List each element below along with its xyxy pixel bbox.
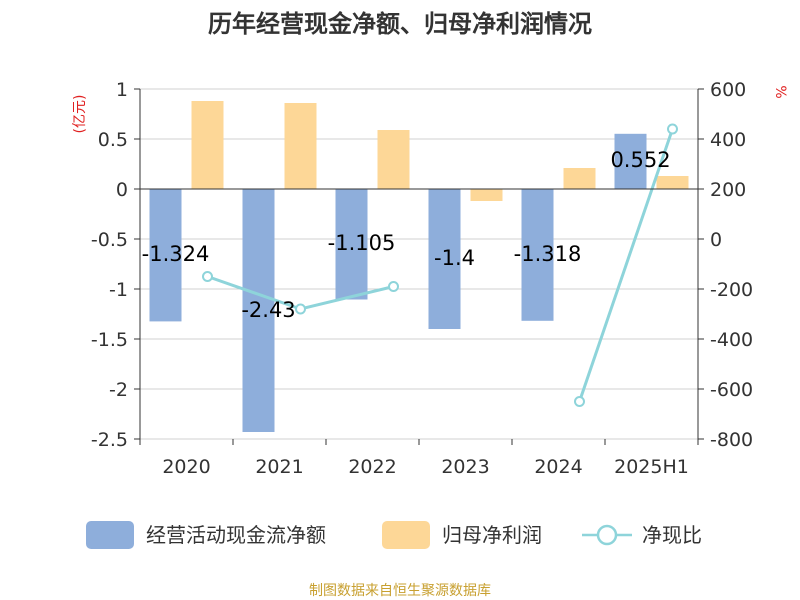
ratio-line — [202, 123, 678, 407]
left-tick-label: -1 — [109, 279, 128, 301]
ratio-line-segment — [578, 128, 674, 402]
profit-bar — [470, 189, 503, 201]
profit-bar — [377, 130, 410, 189]
right-axis-unit: % — [772, 85, 788, 98]
left-tick-label: 0 — [116, 179, 128, 201]
x-tick-label: 2024 — [534, 456, 582, 478]
profit-bar — [191, 101, 224, 189]
x-tick-label: 2023 — [441, 456, 489, 478]
left-tick-label: 0.5 — [98, 129, 128, 151]
source-note: 制图数据来自恒生聚源数据库 — [309, 583, 491, 599]
left-tick-label: -1.5 — [91, 329, 128, 351]
legend-swatch-cashflow — [86, 521, 134, 549]
legend-swatch-profit — [382, 521, 430, 549]
legend-label-ratio: 净现比 — [642, 523, 702, 547]
ratio-point — [295, 303, 306, 315]
right-tick-label: 0 — [710, 229, 722, 251]
x-tick-label: 2020 — [162, 456, 210, 478]
right-tick-label: -400 — [710, 329, 753, 351]
profit-bar — [284, 103, 317, 189]
legend-swatch-ratio-marker — [596, 524, 618, 546]
cashflow-data-label: -1.105 — [328, 231, 396, 255]
bars — [149, 101, 689, 432]
left-tick-label: -2.5 — [91, 429, 128, 451]
profit-bar — [563, 168, 596, 189]
cashflow-data-label: -1.318 — [514, 242, 582, 266]
x-tick-label: 2025H1 — [614, 456, 689, 478]
cashflow-bar — [149, 189, 182, 322]
right-tick-label: -600 — [710, 379, 753, 401]
left-tick-label: -2 — [109, 379, 128, 401]
right-tick-label: 200 — [710, 179, 746, 201]
ratio-point — [202, 271, 213, 282]
cashflow-bar — [614, 133, 647, 189]
cashflow-bar — [521, 189, 554, 321]
cashflow-data-label: 0.552 — [610, 148, 670, 172]
ratio-point — [388, 281, 399, 292]
cashflow-bar — [335, 189, 368, 300]
legend: 经营活动现金流净额 归母净利润 净现比 — [86, 521, 702, 549]
left-tick-label: 1 — [116, 79, 128, 101]
cashflow-data-label: -1.4 — [434, 246, 475, 270]
x-tick-label: 2021 — [255, 456, 303, 478]
cashflow-data-label: -2.43 — [241, 298, 295, 322]
profit-bar — [656, 176, 689, 189]
x-tick-label: 2022 — [348, 456, 396, 478]
right-tick-label: -800 — [710, 429, 753, 451]
legend-label-cashflow: 经营活动现金流净额 — [146, 523, 326, 547]
axes: 1 0.5 0 -0.5 -1 -1.5 -2 -2.5 600 400 200 0 -200 -400 -… — [91, 79, 753, 478]
right-tick-label: 400 — [710, 129, 746, 151]
ratio-point — [574, 396, 585, 407]
cashflow-bar — [242, 189, 275, 432]
left-axis-unit: (亿元) — [72, 95, 88, 134]
ratio-point — [667, 123, 678, 135]
data-labels: -1.324 -2.43 -1.105 -1.4 -1.318 0.552 — [142, 148, 671, 322]
gridlines — [140, 88, 698, 440]
cashflow-bar — [428, 189, 461, 329]
chart-title: 历年经营现金净额、归母净利润情况 — [208, 10, 592, 38]
cashflow-data-label: -1.324 — [142, 242, 210, 266]
right-tick-label: 600 — [710, 79, 746, 101]
right-tick-label: -200 — [710, 279, 753, 301]
legend-label-profit: 归母净利润 — [442, 523, 542, 547]
left-tick-label: -0.5 — [91, 229, 128, 251]
